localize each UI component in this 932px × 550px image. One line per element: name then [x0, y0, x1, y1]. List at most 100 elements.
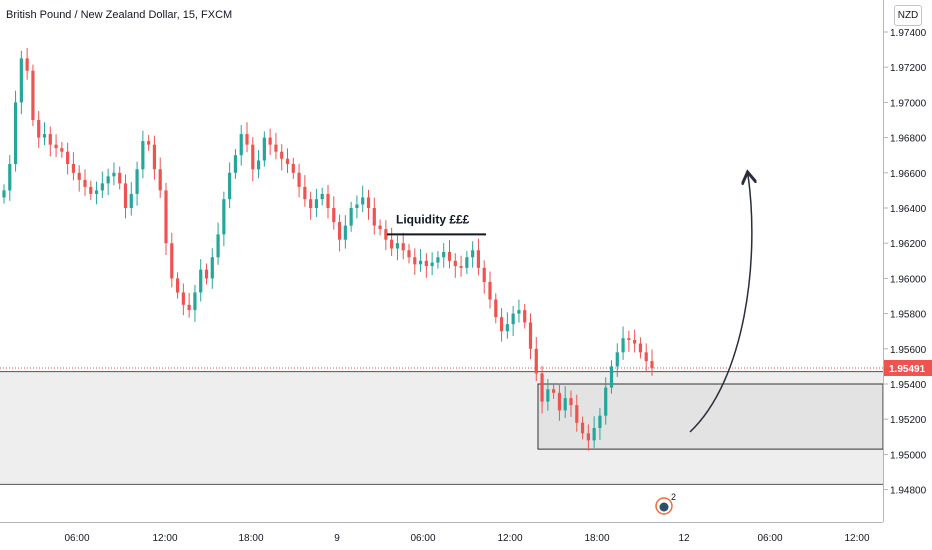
candle-body	[60, 148, 64, 152]
candle-body	[164, 190, 168, 244]
candle	[644, 343, 648, 372]
candle	[638, 337, 643, 359]
candle	[297, 163, 301, 198]
candle	[372, 197, 376, 235]
candle-body	[390, 239, 394, 249]
candle-body	[199, 269, 203, 293]
candle-body	[494, 299, 498, 318]
x-tick-label: 06:00	[64, 533, 89, 544]
x-tick-label: 06:00	[410, 533, 435, 544]
candle-body	[8, 164, 12, 191]
candle	[569, 390, 573, 417]
candle	[42, 122, 47, 146]
candle-body	[407, 250, 411, 258]
candle-body	[181, 292, 185, 305]
candle	[94, 181, 99, 205]
candle	[546, 378, 550, 411]
candle	[83, 169, 87, 196]
candle	[459, 255, 463, 277]
candle-body	[413, 257, 417, 265]
candle-body	[609, 366, 614, 388]
candle-body	[158, 169, 162, 191]
candle-body	[447, 252, 452, 261]
event-badge-count: 2	[671, 492, 676, 502]
y-tick-label: 1.97400	[890, 28, 927, 39]
candle-body	[280, 151, 284, 159]
candle	[175, 272, 180, 299]
candle-body	[366, 197, 371, 208]
candles-layer	[2, 48, 654, 451]
candle-body	[193, 292, 197, 311]
candle	[390, 227, 394, 257]
candle-body	[170, 243, 174, 279]
candle	[453, 253, 457, 278]
candle	[650, 349, 654, 376]
candle-body	[303, 186, 307, 200]
candle-body	[71, 164, 76, 173]
candle-body	[332, 208, 336, 223]
x-tick-label: 18:00	[238, 533, 263, 544]
candle	[141, 130, 145, 179]
candle	[199, 259, 203, 302]
candle	[557, 383, 562, 421]
x-tick-label: 06:00	[757, 533, 782, 544]
candle	[228, 162, 232, 209]
candle-body	[291, 164, 295, 173]
candle	[609, 360, 614, 394]
candle	[320, 187, 324, 206]
candle	[256, 150, 261, 179]
current-price-label: 1.95491	[889, 364, 926, 375]
candle-body	[233, 155, 238, 173]
x-tick-label: 18:00	[584, 533, 609, 544]
candle-body	[42, 134, 47, 138]
candle-body	[453, 260, 457, 267]
candle	[424, 253, 428, 278]
candle	[436, 251, 440, 269]
candle-body	[314, 199, 319, 208]
candle	[476, 238, 481, 276]
overlays-layer: Liquidity £££ 2	[387, 175, 752, 515]
candle	[112, 162, 116, 186]
y-tick-label: 1.97200	[890, 63, 927, 74]
candle-body	[505, 324, 509, 332]
candle-body	[395, 243, 400, 249]
x-tick-label: 12:00	[497, 533, 522, 544]
candle	[37, 111, 41, 148]
candle-body	[274, 144, 278, 152]
candle-body	[482, 267, 486, 282]
candle-body	[251, 144, 255, 170]
candle-body	[384, 229, 388, 240]
y-tick-label: 1.96600	[890, 169, 927, 180]
candle	[181, 283, 185, 316]
candle	[309, 191, 313, 220]
x-tick-label: 12	[678, 533, 690, 544]
candle-body	[615, 352, 619, 367]
candle	[621, 326, 625, 360]
candle-body	[187, 304, 191, 311]
candle	[291, 157, 295, 179]
liquidity-label: Liquidity £££	[396, 212, 470, 226]
candle-body	[309, 199, 313, 208]
candle	[31, 64, 35, 127]
candle-body	[147, 141, 151, 145]
candle	[337, 214, 342, 252]
candle	[586, 424, 590, 451]
candle-body	[262, 137, 266, 161]
candle	[89, 180, 93, 201]
currency-button[interactable]: NZD	[894, 5, 922, 26]
candle-body	[175, 278, 180, 293]
candle	[268, 128, 272, 156]
candle-body	[476, 250, 481, 268]
candle	[164, 182, 168, 255]
y-tick-label: 1.96000	[890, 274, 927, 285]
candle	[615, 343, 619, 377]
candle	[395, 235, 400, 261]
y-tick-label: 1.94800	[890, 486, 927, 497]
candle	[384, 220, 388, 251]
candle-body	[31, 70, 35, 120]
candle-body	[100, 183, 104, 191]
candle-body	[430, 262, 434, 267]
candle-body	[557, 392, 562, 411]
candle-body	[77, 172, 81, 180]
